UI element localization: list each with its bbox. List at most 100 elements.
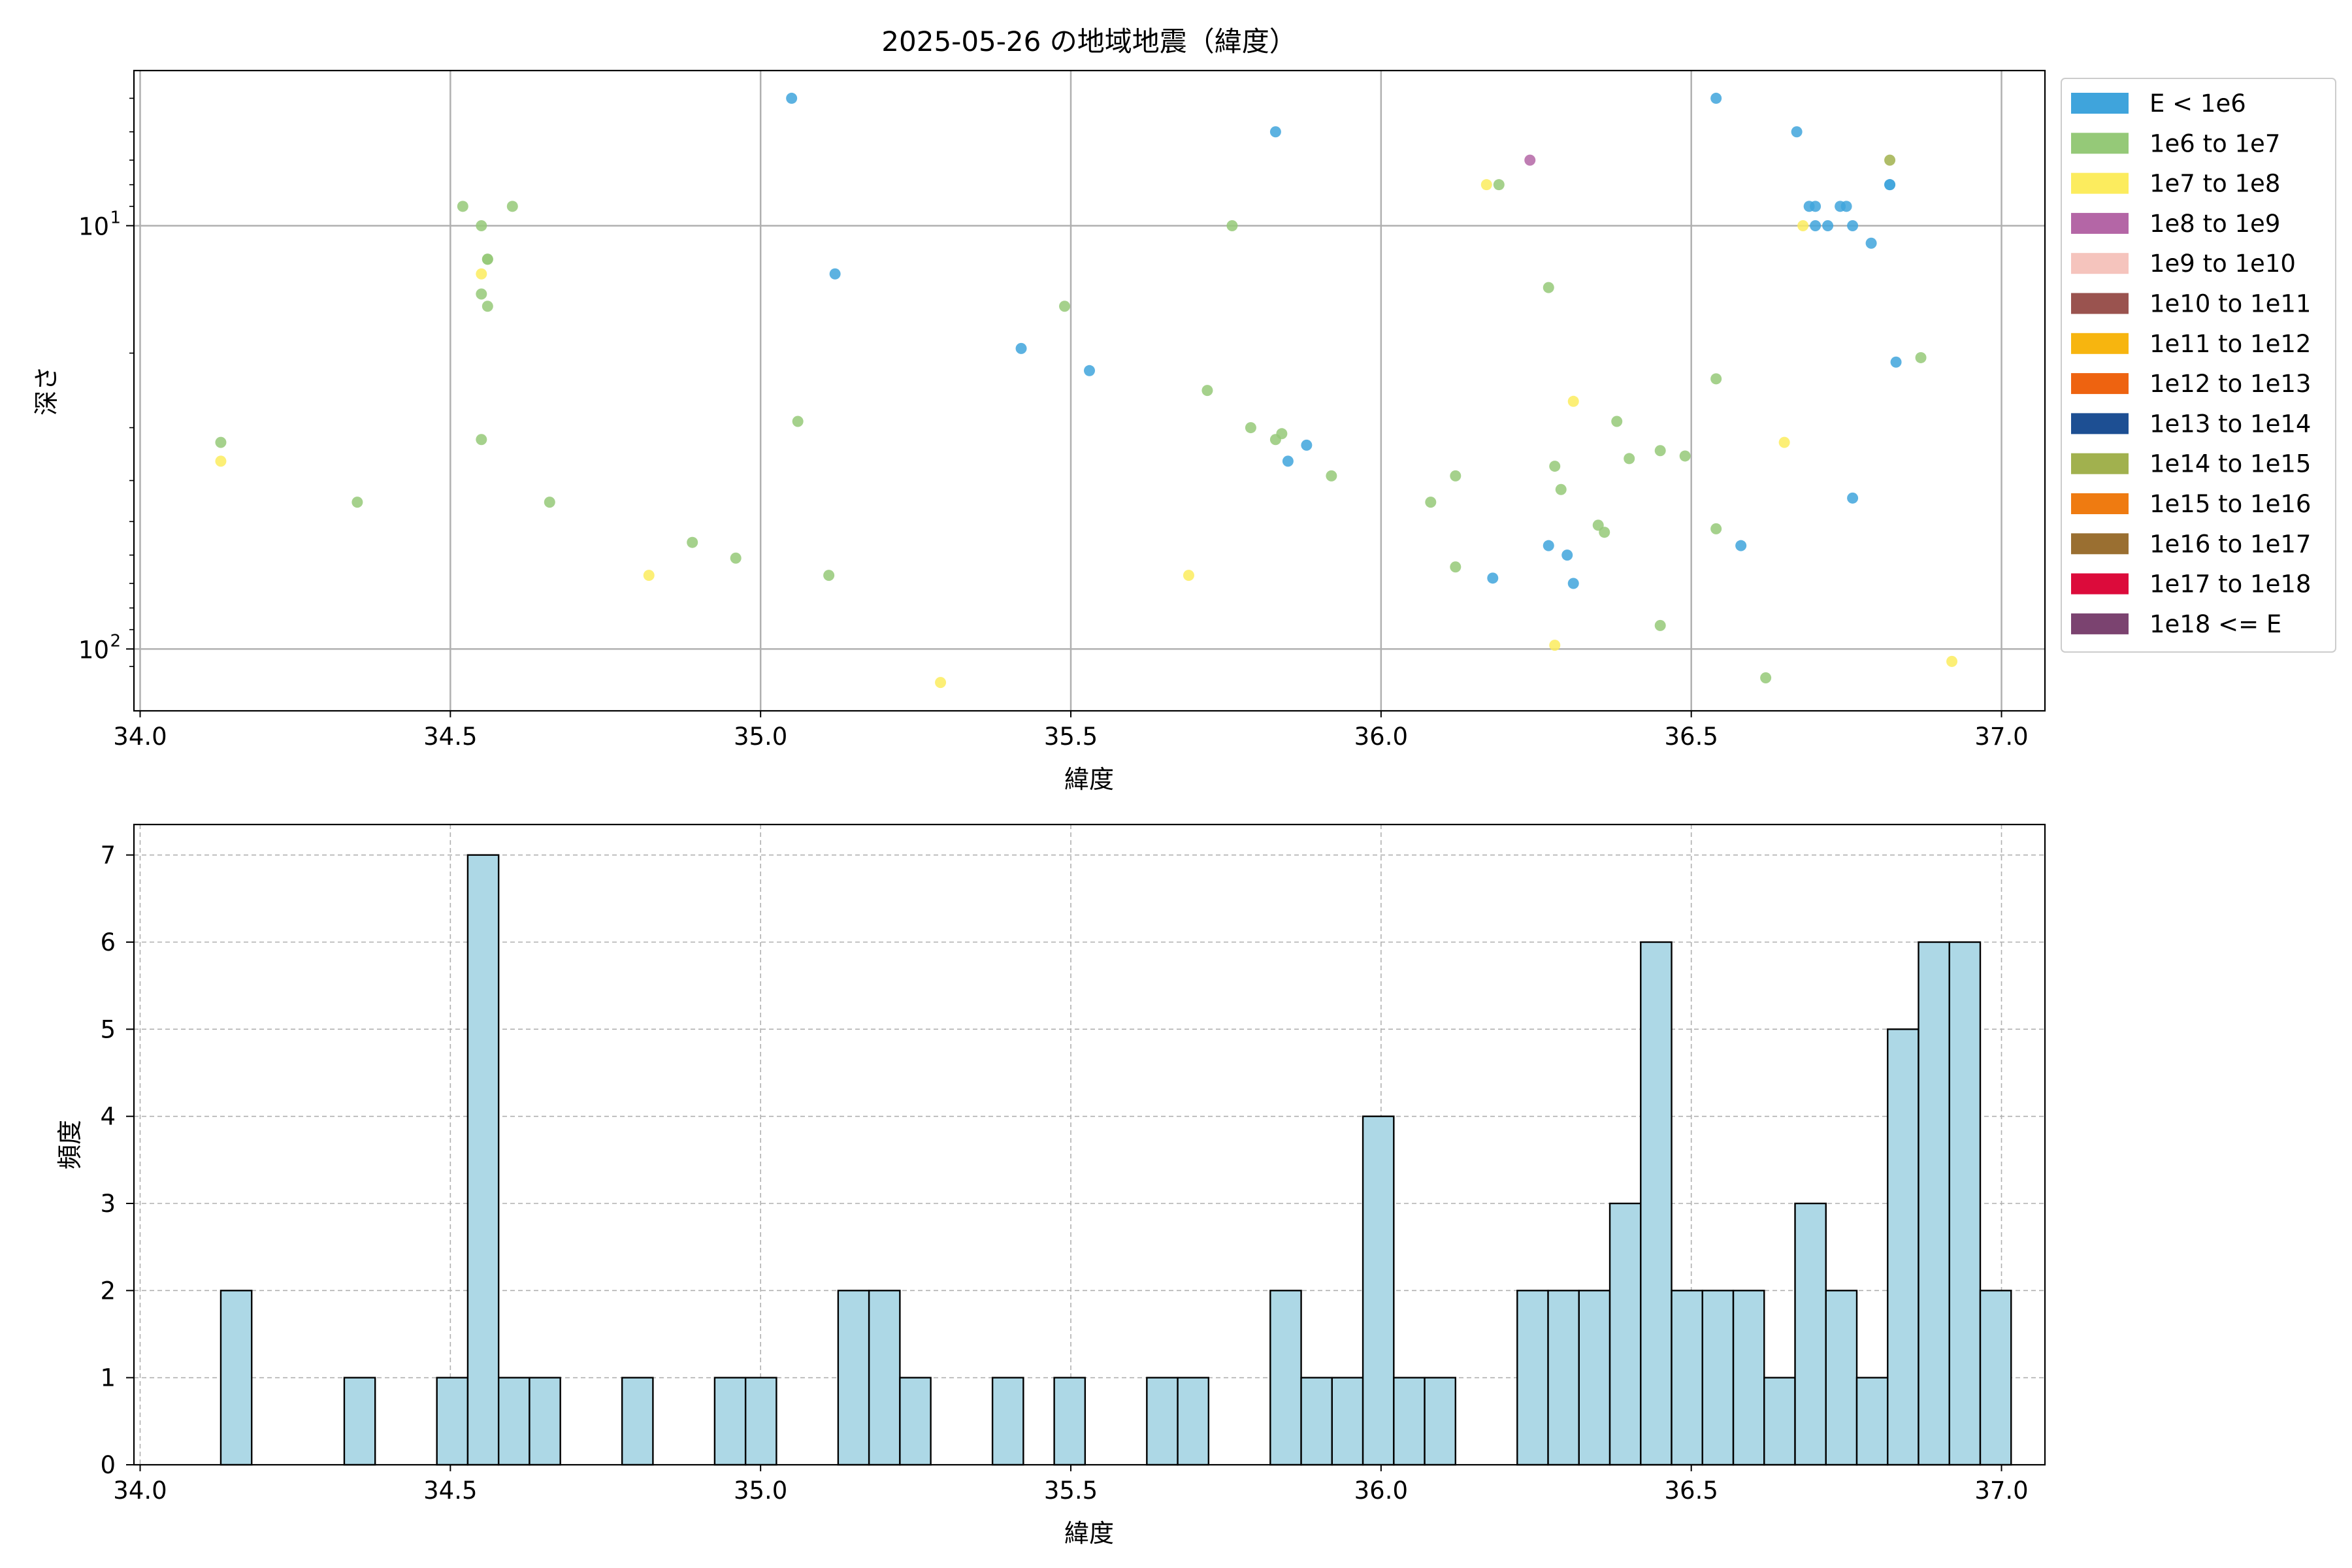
scatter-x-tick-label: 36.5 [1664,723,1718,751]
scatter-point [1778,436,1790,448]
histogram-bar [1331,1377,1364,1466]
scatter-y-tick-label: 10 [78,212,109,240]
histogram-bar [1177,1377,1210,1466]
scatter-point [1543,282,1554,293]
scatter-point [1735,540,1747,551]
scatter-x-tick-label: 37.0 [1974,723,2028,751]
scatter-point [786,92,798,104]
scatter-point [1549,640,1561,651]
scatter-point [829,268,841,280]
scatter-point [1599,527,1610,538]
scatter-point [1884,154,1896,166]
scatter-gridlines [134,71,2045,711]
histogram-y-tick-label: 2 [100,1277,116,1305]
legend-label: 1e9 to 1e10 [2149,250,2296,278]
scatter-point [1480,179,1492,191]
legend-label: 1e6 to 1e7 [2149,129,2280,157]
scatter-point [351,497,363,508]
legend-swatch [2071,493,2129,514]
histogram-y-ticks: 0 1 2 3 4 5 6 7 [100,841,134,1479]
scatter-point [1679,450,1691,462]
histogram-bar [1269,1290,1302,1466]
histogram-x-axis-label: 緯度 [1064,1519,1114,1548]
histogram-bar [1362,1115,1395,1466]
scatter-point [1084,365,1095,376]
scatter-point [1865,237,1877,249]
legend-label: E < 1e6 [2149,90,2246,118]
scatter-point [1840,201,1852,212]
legend-swatch [2071,453,2129,474]
scatter-point [1543,540,1554,551]
histogram-bar [1393,1377,1426,1466]
scatter-point [1493,179,1505,191]
histogram-bars [220,854,2012,1466]
histogram-bar [343,1377,376,1466]
histogram-x-tick-label: 36.5 [1664,1477,1718,1505]
legend-label: 1e14 to 1e15 [2149,450,2311,478]
histogram-bar [1146,1377,1179,1466]
legend-swatch [2071,413,2129,434]
histogram-y-tick-label: 3 [100,1190,116,1218]
scatter-point [1654,619,1666,631]
scatter-point [1549,461,1561,472]
legend-swatch [2071,573,2129,595]
scatter-point [1425,497,1437,508]
legend-swatch [2071,333,2129,354]
scatter-point [1269,126,1281,138]
legend-swatch [2071,212,2129,234]
scatter-point [823,570,835,581]
scatter-x-axis-label: 緯度 [1064,765,1114,794]
scatter-x-tick-label: 35.5 [1044,723,1098,751]
scatter-point [1710,523,1722,534]
scatter-point [1567,578,1579,589]
scatter-y-tick-label: 10 [78,636,109,664]
scatter-point [1797,220,1809,231]
scatter-point [1624,453,1635,465]
legend-label: 1e10 to 1e11 [2149,290,2311,318]
legend-swatch [2071,293,2129,314]
histogram-x-ticks: 34.0 34.5 35.0 35.5 36.0 36.5 37.0 [113,1465,2029,1505]
scatter-x-tick-label: 34.5 [423,723,477,751]
histogram-bar [529,1377,561,1466]
scatter-point [1524,154,1536,166]
legend-label: 1e12 to 1e13 [2149,370,2311,398]
legend-box [2061,78,2336,653]
legend-label: 1e8 to 1e9 [2149,210,2280,238]
scatter-x-tick-label: 36.0 [1354,723,1408,751]
legend-swatch [2071,93,2129,114]
scatter-point [215,455,227,467]
histogram-bar [1516,1290,1549,1466]
scatter-point [476,288,487,300]
scatter-point [1884,179,1896,191]
histogram-bar [1887,1028,1919,1466]
scatter-point [476,220,487,231]
histogram-bar [1671,1290,1703,1466]
histogram-bar [991,1377,1024,1466]
histogram-bar [497,1377,531,1466]
histogram-y-tick-label: 7 [100,841,116,870]
histogram-bar [466,854,500,1466]
histogram-y-tick-label: 6 [100,928,116,956]
legend-swatch [2071,613,2129,634]
histogram-bar [436,1377,469,1466]
scatter-point [457,201,468,212]
scatter-point [1791,126,1803,138]
histogram-y-tick-label: 4 [100,1103,116,1131]
histogram-y-tick-label: 5 [100,1015,116,1043]
legend: E < 1e6 1e6 to 1e7 1e7 to 1e8 1e8 to 1e9 1e9… [2061,78,2336,653]
scatter-panel: 2025-05-26 の地域地震（緯度） 34.0 34.5 35.0 35.5 36.… [32,25,2336,794]
legend-label: 1e11 to 1e12 [2149,330,2311,358]
scatter-point [1810,220,1821,231]
scatter-x-tick-label: 34.0 [113,723,167,751]
histogram-bar [1918,941,1950,1466]
legend-label: 1e16 to 1e17 [2149,530,2311,558]
histogram-x-tick-label: 36.0 [1354,1477,1408,1505]
histogram-x-tick-label: 37.0 [1974,1477,2028,1505]
legend-label: 1e15 to 1e16 [2149,490,2311,518]
histogram-plot-frame [133,823,2046,1466]
histogram-bar [1300,1377,1333,1466]
histogram-panel: 34.0 34.5 35.0 35.5 36.0 36.5 37.0 0 1 2 3 4 5 6 7 緯度… [56,823,2046,1548]
scatter-point [935,677,947,689]
